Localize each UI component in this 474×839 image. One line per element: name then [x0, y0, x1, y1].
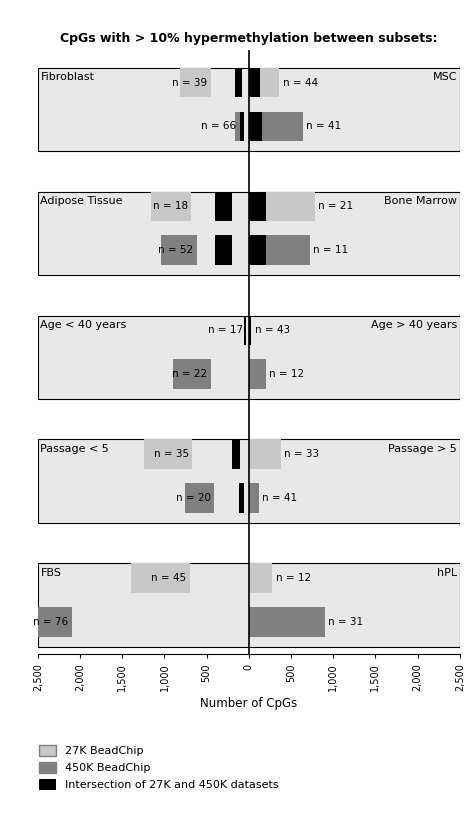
Bar — [249, 236, 266, 265]
Bar — [249, 68, 260, 97]
Bar — [260, 68, 279, 97]
Bar — [38, 315, 460, 399]
Bar — [244, 315, 246, 346]
Bar — [215, 191, 232, 221]
Text: n = 66: n = 66 — [201, 122, 236, 132]
Bar — [38, 440, 460, 523]
Bar — [38, 191, 460, 274]
Bar — [173, 359, 211, 389]
Text: Age > 40 years: Age > 40 years — [371, 320, 457, 331]
Text: n = 52: n = 52 — [158, 245, 193, 255]
Text: n = 33: n = 33 — [284, 450, 319, 460]
Text: n = 22: n = 22 — [173, 369, 208, 379]
Bar — [232, 440, 240, 469]
Bar — [249, 564, 273, 593]
Bar — [266, 236, 310, 265]
Bar — [249, 315, 251, 346]
Text: Age < 40 years: Age < 40 years — [40, 320, 127, 331]
Bar — [249, 607, 325, 637]
Bar — [185, 483, 214, 513]
Text: n = 76: n = 76 — [33, 618, 68, 628]
Title: CpGs with > 10% hypermethylation between subsets:: CpGs with > 10% hypermethylation between… — [60, 32, 438, 45]
Bar — [236, 68, 242, 97]
Text: MSC: MSC — [433, 72, 457, 82]
Text: n = 41: n = 41 — [306, 122, 341, 132]
Text: Bone Marrow: Bone Marrow — [384, 196, 457, 206]
Bar — [144, 440, 192, 469]
Bar — [151, 191, 191, 221]
Text: Passage > 5: Passage > 5 — [389, 444, 457, 454]
Bar — [249, 359, 266, 389]
Text: n = 41: n = 41 — [262, 493, 298, 503]
Text: n = 12: n = 12 — [269, 369, 304, 379]
Bar — [239, 112, 244, 141]
Text: hPL: hPL — [437, 568, 457, 578]
Text: n = 21: n = 21 — [318, 201, 353, 211]
Text: FBS: FBS — [40, 568, 61, 578]
Bar — [215, 236, 232, 265]
Text: n = 17: n = 17 — [208, 326, 243, 336]
Text: n = 18: n = 18 — [153, 201, 188, 211]
Bar — [235, 112, 239, 141]
Text: Adipose Tissue: Adipose Tissue — [40, 196, 123, 206]
Bar — [266, 191, 315, 221]
Bar — [249, 191, 266, 221]
Text: n = 43: n = 43 — [255, 326, 290, 336]
Text: n = 20: n = 20 — [176, 493, 211, 503]
Text: n = 11: n = 11 — [313, 245, 348, 255]
Text: Passage < 5: Passage < 5 — [40, 444, 109, 454]
Text: n = 12: n = 12 — [276, 573, 311, 583]
Text: n = 35: n = 35 — [154, 450, 189, 460]
Bar — [131, 564, 190, 593]
Bar — [38, 68, 460, 151]
Bar — [262, 112, 303, 141]
Text: n = 31: n = 31 — [328, 618, 363, 628]
Legend: 27K BeadChip, 450K BeadChip, Intersection of 27K and 450K datasets: 27K BeadChip, 450K BeadChip, Intersectio… — [39, 744, 278, 790]
Text: Fibroblast: Fibroblast — [40, 72, 94, 82]
Text: n = 39: n = 39 — [173, 77, 208, 87]
Text: n = 44: n = 44 — [283, 77, 318, 87]
Bar — [180, 68, 211, 97]
Bar — [249, 112, 262, 141]
Bar — [161, 236, 197, 265]
Bar — [38, 564, 460, 647]
Bar — [249, 483, 259, 513]
Bar — [249, 440, 281, 469]
Bar — [239, 483, 244, 513]
Text: n = 45: n = 45 — [151, 573, 186, 583]
X-axis label: Number of CpGs: Number of CpGs — [200, 697, 298, 710]
Bar — [0, 607, 72, 637]
